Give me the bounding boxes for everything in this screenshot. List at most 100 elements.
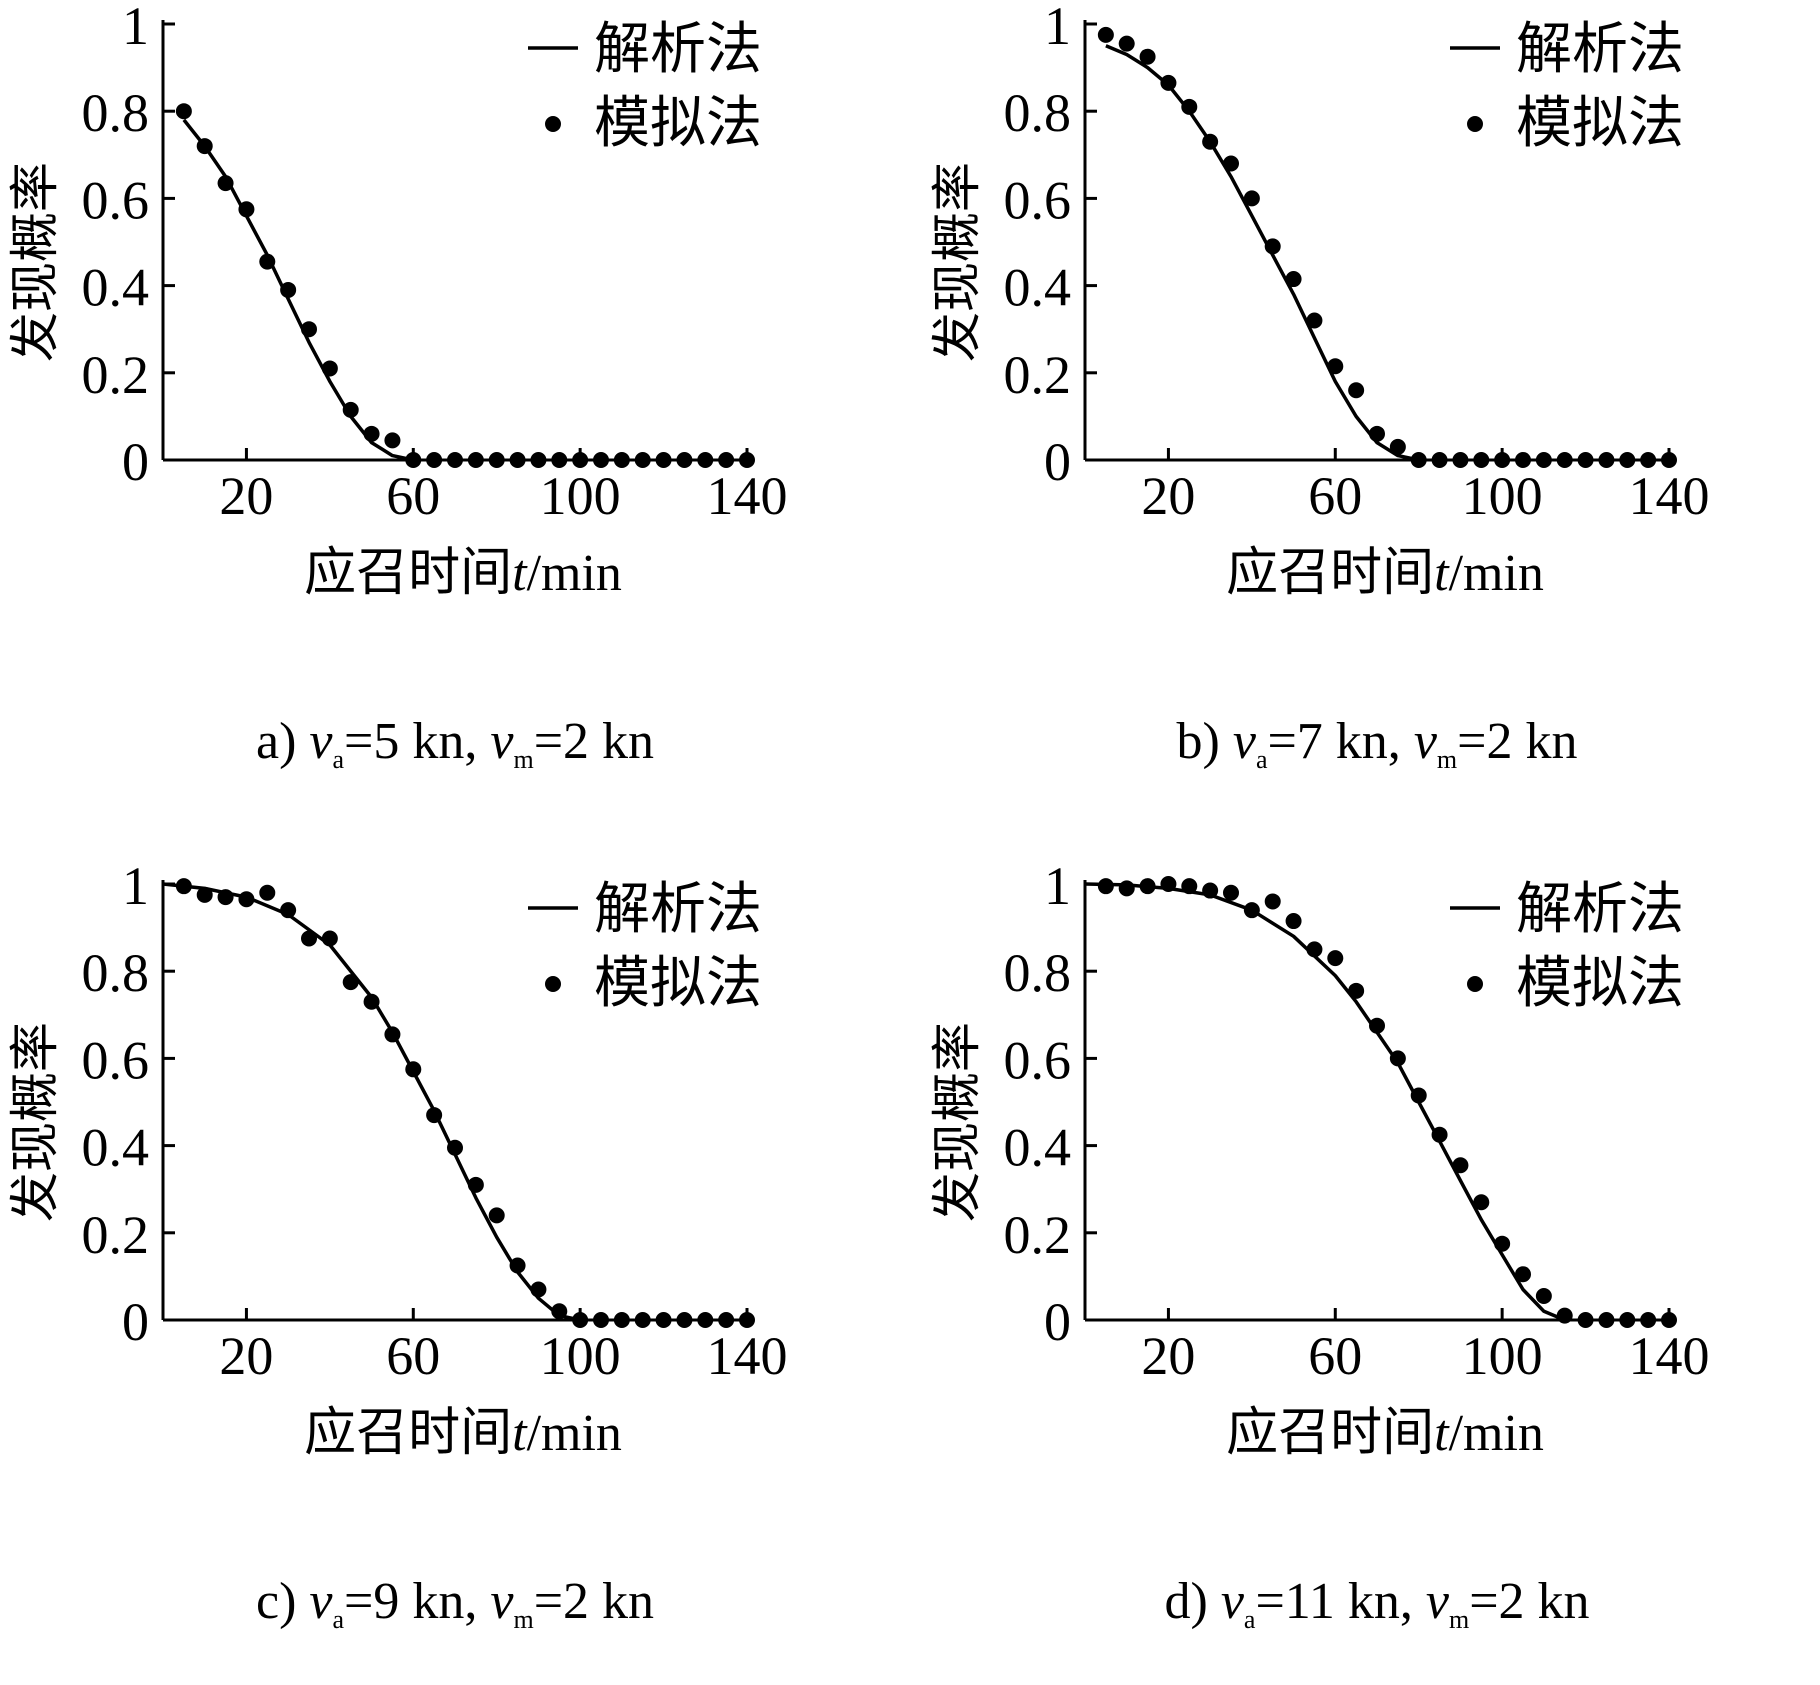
simulation-point — [175, 878, 192, 895]
chart-panel: 0 0.2 0.4 0.6 0.8 1 20 60 100 140 应召时间t/min 发现概率 解析法… — [922, 856, 1820, 1685]
simulation-point — [321, 360, 338, 377]
x-axis-label: 应召时间t/min — [1226, 543, 1544, 603]
simulation-point — [1452, 452, 1469, 468]
simulation-point — [1118, 880, 1135, 897]
simulation-point — [593, 1312, 609, 1328]
y-tick-label: 0.6 — [1004, 1030, 1072, 1090]
y-tick-label: 0.6 — [1004, 170, 1072, 230]
simulation-point — [467, 452, 484, 468]
y-tick-label: 1 — [122, 856, 149, 916]
y-tick-label: 0.6 — [82, 1030, 150, 1090]
simulation-point — [1577, 452, 1594, 468]
simulation-point — [697, 452, 714, 468]
simulation-point — [1139, 48, 1156, 65]
simulation-point — [1515, 1266, 1531, 1283]
x-tick-label: 140 — [707, 1326, 788, 1386]
simulation-point — [488, 1207, 505, 1224]
legend-label: 解析法 — [1516, 877, 1684, 942]
x-tick-label: 60 — [1308, 466, 1362, 526]
legend-label: 解析法 — [1516, 17, 1684, 82]
simulation-point — [426, 452, 443, 468]
simulation-point — [363, 993, 380, 1010]
simulation-point — [739, 452, 755, 468]
x-tick-label: 60 — [386, 1326, 440, 1386]
simulation-point — [1556, 452, 1573, 468]
legend-label: 解析法 — [594, 17, 762, 82]
x-tick-label: 140 — [1629, 466, 1710, 526]
chart-svg: 0 0.2 0.4 0.6 0.8 1 20 60 100 140 应召时间t/min 发现概率 解析法… — [6, 0, 788, 603]
simulation-point — [1223, 155, 1239, 172]
y-tick-label: 0.4 — [1004, 1118, 1072, 1178]
simulation-point — [1598, 452, 1615, 468]
simulation-point — [1097, 26, 1114, 43]
y-tick-label: 1 — [122, 0, 149, 56]
panel-caption: d) va=11 kn, vm=2 kn — [1164, 1573, 1590, 1634]
chart-svg: 0 0.2 0.4 0.6 0.8 1 20 60 100 140 应召时间t/min 发现概率 解析法… — [928, 0, 1710, 603]
y-tick-label: 1 — [1044, 0, 1071, 56]
y-tick-label: 0.4 — [1004, 258, 1072, 318]
x-tick-label: 20 — [1141, 466, 1195, 526]
simulation-point — [509, 1257, 526, 1274]
simulation-point — [676, 452, 693, 468]
y-tick-label: 0.4 — [82, 258, 150, 318]
chart-panel: 0 0.2 0.4 0.6 0.8 1 20 60 100 140 应召时间t/min 发现概率 解析法… — [0, 856, 910, 1685]
simulation-point — [342, 401, 359, 418]
simulation-point — [1264, 238, 1281, 255]
simulation-point — [634, 452, 651, 468]
simulation-point — [634, 1312, 651, 1328]
legend-label: 模拟法 — [1516, 951, 1684, 1016]
simulation-point — [238, 891, 255, 908]
simulation-point — [1389, 1050, 1406, 1067]
simulation-point — [1556, 1307, 1573, 1324]
simulation-point — [384, 1026, 401, 1043]
panel-caption: c) va=9 kn, vm=2 kn — [255, 1573, 655, 1634]
simulation-point — [1202, 882, 1219, 899]
simulation-point — [426, 1107, 443, 1124]
simulation-point — [280, 902, 297, 919]
panel-caption: a) va=5 kn, vm=2 kn — [255, 713, 655, 774]
x-tick-label: 20 — [219, 1326, 273, 1386]
analytic-line — [1105, 44, 1420, 462]
simulation-point — [1640, 452, 1657, 468]
legend-label: 解析法 — [594, 877, 762, 942]
simulation-point — [509, 452, 526, 468]
legend-dot-marker — [545, 976, 561, 992]
simulation-point — [1431, 1126, 1448, 1143]
simulation-point — [1577, 1312, 1594, 1328]
simulation-point — [488, 452, 505, 468]
x-tick-label: 100 — [540, 1326, 621, 1386]
x-tick-label: 100 — [540, 466, 621, 526]
simulation-point — [217, 889, 234, 906]
simulation-point — [1306, 941, 1323, 958]
simulation-point — [447, 452, 463, 468]
x-tick-label: 20 — [219, 466, 273, 526]
simulation-point — [1598, 1312, 1615, 1328]
y-tick-label: 0.2 — [1004, 345, 1072, 405]
x-tick-label: 100 — [1462, 1326, 1543, 1386]
simulation-point — [1285, 913, 1302, 930]
simulation-point — [1640, 1312, 1657, 1328]
simulation-point — [280, 281, 297, 298]
simulation-point — [217, 175, 234, 192]
y-axis-label: 发现概率 — [6, 1022, 64, 1222]
y-axis-label: 发现概率 — [928, 162, 986, 362]
y-tick-label: 0.2 — [82, 345, 150, 405]
simulation-point — [613, 1312, 630, 1328]
simulation-point — [1243, 902, 1260, 919]
simulation-point — [1619, 452, 1636, 468]
x-tick-label: 20 — [1141, 1326, 1195, 1386]
y-axis-label: 发现概率 — [6, 162, 64, 362]
simulation-point — [1327, 950, 1344, 967]
simulation-point — [259, 253, 276, 270]
simulation-point — [530, 1281, 547, 1298]
x-axis-label: 应召时间t/min — [304, 1403, 622, 1463]
x-tick-label: 140 — [1629, 1326, 1710, 1386]
chart-svg: 0 0.2 0.4 0.6 0.8 1 20 60 100 140 应召时间t/min 发现概率 解析法… — [6, 856, 788, 1463]
y-tick-label: 0 — [122, 432, 149, 492]
figure: 0 0.2 0.4 0.6 0.8 1 20 60 100 140 应召时间t/min 发现概率 解析法… — [6, 0, 1710, 1634]
simulation-point — [405, 452, 422, 468]
legend-dot-marker — [545, 116, 561, 132]
